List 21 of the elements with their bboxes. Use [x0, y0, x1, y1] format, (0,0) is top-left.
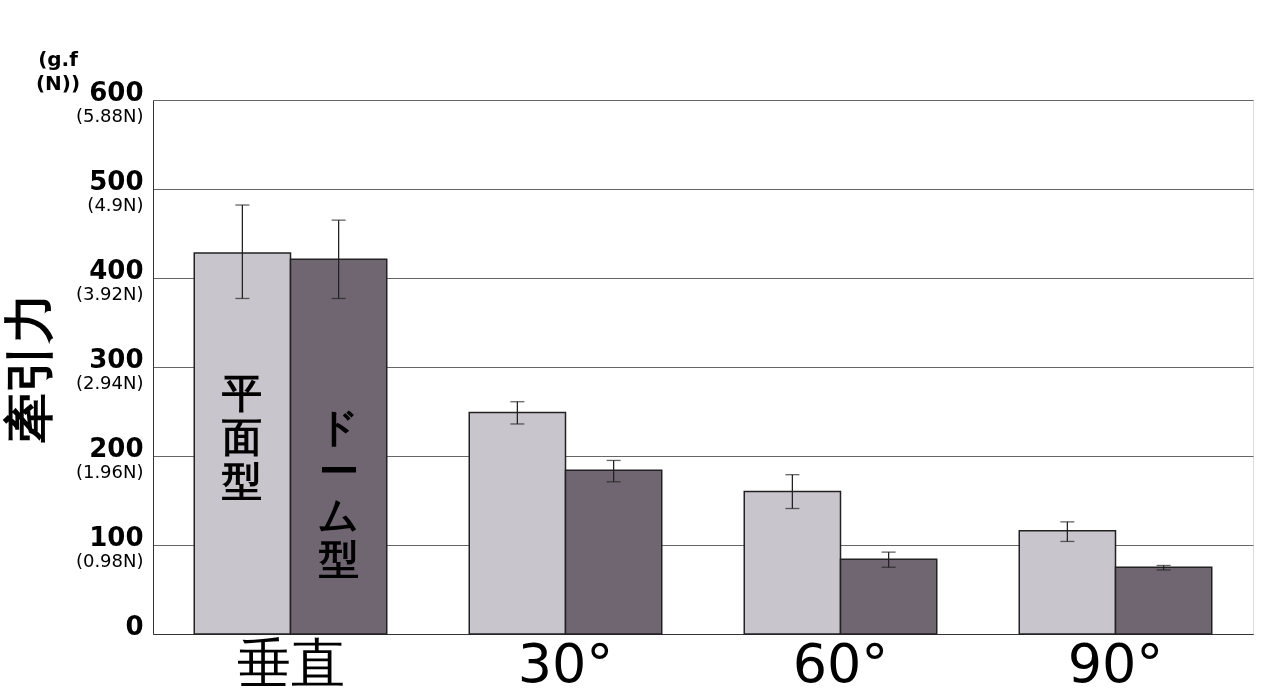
x-tick-label: 30°	[517, 631, 614, 695]
y2-tick-label: (5.88N)	[75, 104, 144, 126]
text: (g.f (N))	[35, 47, 81, 95]
y2-tick-label: (4.9N)	[87, 193, 144, 215]
x-tick-label: 90°	[1067, 631, 1164, 695]
y-tick-label: 200	[89, 432, 144, 463]
y2-tick-label: (0.98N)	[75, 549, 144, 571]
y-tick-label: 300	[89, 343, 144, 374]
x-tick-label: 垂直	[236, 631, 345, 695]
y-tick-label: 500	[89, 165, 144, 196]
y-tick-label: 100	[89, 521, 144, 552]
y2-tick-label: (1.96N)	[75, 460, 144, 482]
y-tick-label: 400	[89, 254, 144, 285]
series-label: ドーム型	[317, 404, 360, 583]
y-tick-label: 600	[89, 76, 144, 107]
y2-axis-title: 牽引力	[0, 292, 58, 443]
y-tick-label: 0	[125, 610, 144, 641]
y2-tick-label: (2.94N)	[75, 371, 144, 393]
series-label: 平面型	[221, 369, 263, 504]
x-tick-label: 60°	[792, 631, 889, 695]
y2-tick-label: (3.92N)	[75, 282, 144, 304]
